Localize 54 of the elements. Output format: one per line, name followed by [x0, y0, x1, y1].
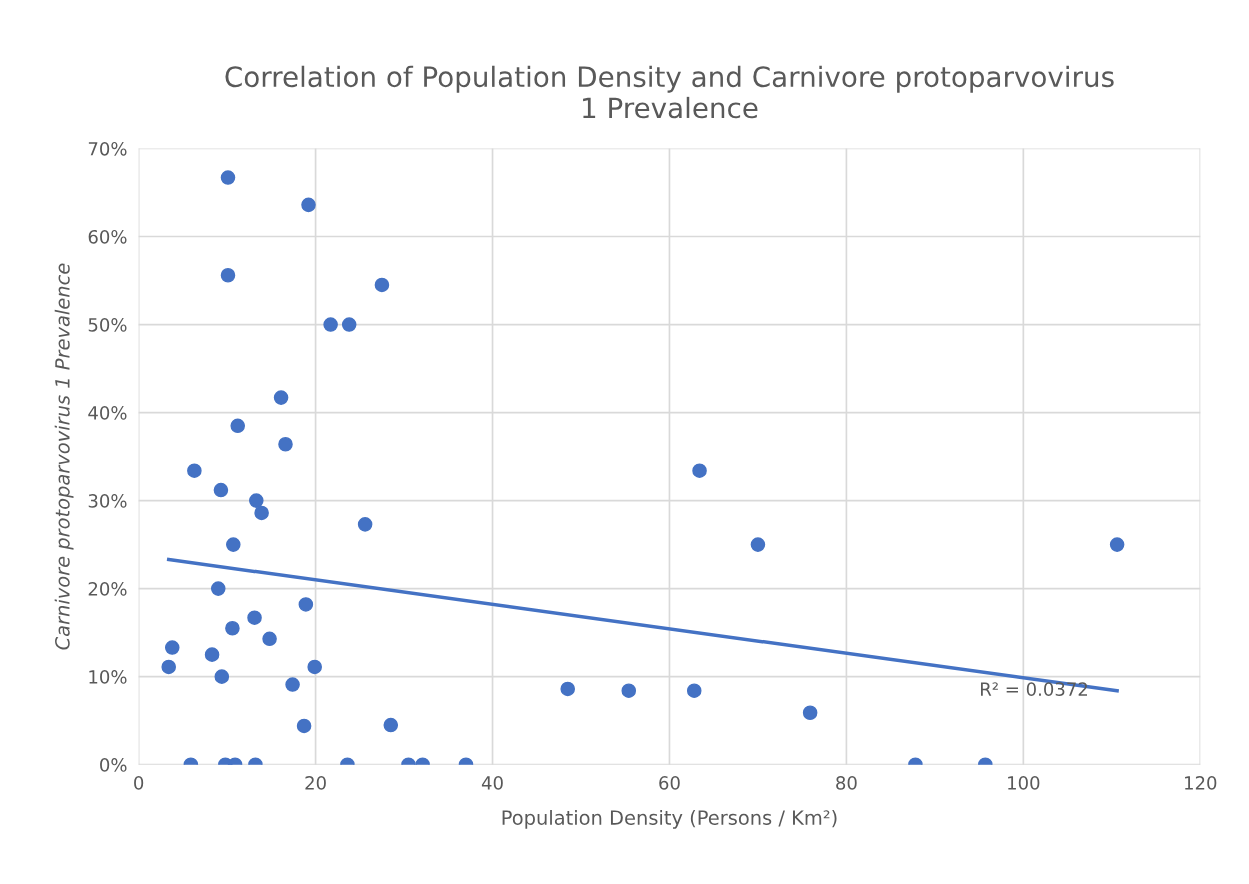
point — [262, 631, 277, 647]
point — [220, 267, 236, 283]
point — [278, 436, 293, 452]
point — [210, 581, 226, 596]
x-tick-label: 100 — [1008, 776, 1040, 790]
point — [686, 683, 702, 699]
x-tick-label: 60 — [659, 776, 680, 790]
point — [161, 659, 177, 675]
y-tick-label: 60% — [88, 229, 127, 244]
annotation: R² = 0.0372 — [981, 682, 1088, 696]
point — [307, 659, 322, 675]
y-tick-label: 0% — [100, 758, 127, 772]
point — [560, 681, 576, 697]
point — [341, 317, 357, 332]
y-tick-label: 50% — [88, 318, 127, 332]
point — [254, 505, 269, 521]
point — [273, 390, 289, 405]
point — [357, 517, 373, 532]
x-tick-label: 80 — [836, 776, 857, 790]
point — [187, 463, 202, 478]
point — [383, 717, 399, 733]
point — [298, 597, 314, 612]
point — [323, 317, 338, 332]
point — [802, 705, 818, 721]
y-tick-label: 70% — [88, 141, 127, 156]
point — [213, 482, 229, 498]
point — [225, 620, 240, 636]
point — [374, 277, 390, 293]
x-tick-label: 0 — [134, 776, 144, 790]
point — [285, 677, 300, 692]
y-tick-label: 30% — [88, 494, 127, 508]
point — [230, 418, 246, 434]
point — [692, 463, 707, 478]
x-tick-label: 40 — [481, 776, 503, 790]
point — [296, 718, 312, 734]
point — [220, 170, 236, 185]
point — [750, 537, 766, 552]
point — [164, 640, 180, 655]
x-tick-label: 20 — [305, 776, 326, 790]
point — [214, 669, 230, 684]
point — [301, 197, 316, 213]
x-axis-title: Population Density (Persons / Km²) — [502, 809, 837, 829]
y-tick-label: 20% — [88, 582, 127, 596]
y-tick-label: 10% — [89, 670, 127, 684]
chart-title: Correlation of Population Density and Carnivore protoparvovirus 1 Prevalence — [225, 65, 1114, 119]
y-tick-label: 40% — [88, 406, 127, 420]
point — [247, 610, 262, 625]
point — [249, 493, 264, 508]
point — [204, 647, 220, 662]
point — [226, 537, 241, 552]
point — [1109, 537, 1125, 552]
point — [621, 683, 637, 699]
y-axis-title: Carnivore protoparvovirus 1 Prevalence — [54, 263, 74, 650]
x-tick-label: 120 — [1185, 776, 1217, 790]
